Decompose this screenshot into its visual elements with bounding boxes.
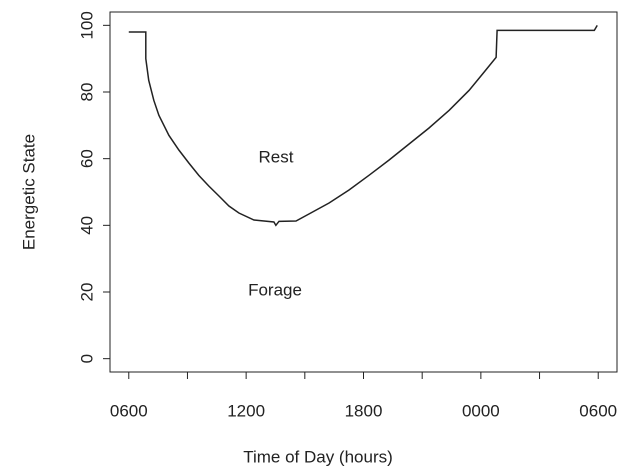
y-tick-label: 80: [77, 83, 96, 102]
x-tick-label: 0000: [462, 401, 500, 420]
y-tick-label: 100: [77, 11, 96, 39]
x-tick-label: 0600: [579, 401, 617, 420]
y-tick-label: 0: [77, 354, 96, 363]
x-tick-label: 1800: [345, 401, 383, 420]
y-axis-title: Energetic State: [19, 134, 38, 250]
plot-frame: [109, 11, 618, 373]
data-line: [128, 24, 598, 227]
y-tick-label: 40: [77, 216, 96, 235]
annotation: Rest: [259, 147, 294, 166]
x-axis-title: Time of Day (hours): [243, 447, 393, 466]
y-tick-label: 60: [77, 149, 96, 168]
x-tick-label: 0600: [110, 401, 148, 420]
x-tick-label: 1200: [227, 401, 265, 420]
y-tick-label: 20: [77, 283, 96, 302]
annotation: Forage: [248, 280, 302, 299]
